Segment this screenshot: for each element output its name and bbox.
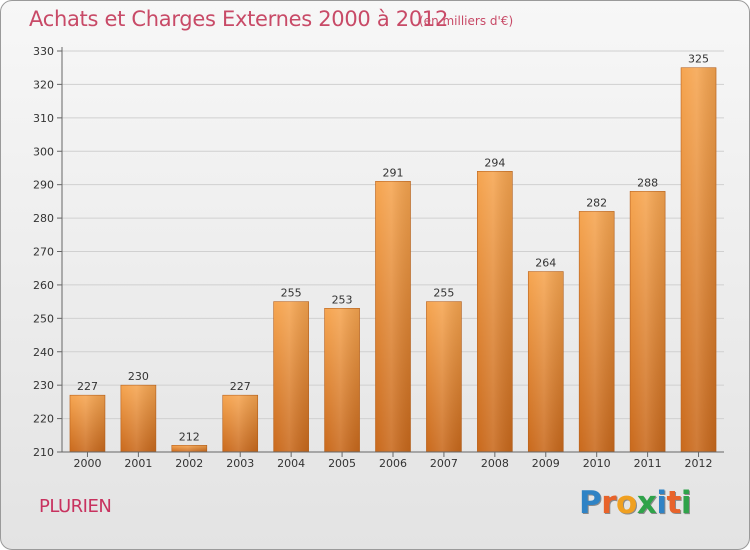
data-label: 325 <box>688 53 709 66</box>
bar-shine <box>375 181 411 452</box>
bars <box>69 67 717 453</box>
bar-shine <box>579 211 615 452</box>
data-label: 255 <box>433 287 454 300</box>
y-tick-label: 310 <box>33 112 54 125</box>
x-tick-label: 2010 <box>583 457 611 470</box>
y-tick-label: 240 <box>33 346 54 359</box>
x-tick-label: 2003 <box>226 457 254 470</box>
data-label: 255 <box>281 287 302 300</box>
y-tick-label: 210 <box>33 446 54 459</box>
x-tick-label: 2001 <box>124 457 152 470</box>
y-tick-label: 220 <box>33 413 54 426</box>
logo-letter: x <box>636 485 657 521</box>
proxiti-logo: Proxiti <box>579 485 691 521</box>
x-tick-label: 2007 <box>430 457 458 470</box>
y-tick-label: 330 <box>33 45 54 58</box>
x-tick-label: 2004 <box>277 457 305 470</box>
y-tick-label: 270 <box>33 246 54 259</box>
y-tick-label: 260 <box>33 279 54 292</box>
bar-shine <box>528 271 564 452</box>
data-label: 227 <box>230 380 251 393</box>
x-tick-label: 2012 <box>685 457 713 470</box>
logo-letter: P <box>579 485 602 521</box>
bar-shine <box>681 67 717 452</box>
x-tick-label: 2008 <box>481 457 509 470</box>
y-tick-label: 300 <box>33 145 54 158</box>
data-label: 264 <box>535 257 556 270</box>
bar-shine <box>120 385 156 452</box>
bar-shine <box>69 395 105 452</box>
bar-shine <box>171 445 207 452</box>
bar-shine <box>324 308 360 452</box>
logo-letter: i <box>680 485 692 521</box>
y-tick-label: 290 <box>33 179 54 192</box>
x-tick-label: 2002 <box>175 457 203 470</box>
data-label: 288 <box>637 176 658 189</box>
logo-letter: i <box>656 485 667 521</box>
y-tick-label: 230 <box>33 379 54 392</box>
logo-letter: t <box>666 485 681 521</box>
bar-shine <box>222 395 258 452</box>
chart-title: Achats et Charges Externes 2000 à 2012 <box>29 7 449 31</box>
y-tick-label: 280 <box>33 212 54 225</box>
data-labels: 227 230 212 227 255 253 291 255 294 264 282 288 325 <box>77 53 709 444</box>
axes: 210 220 230 240 250 260 270 280 290 300 310 320 330 2… <box>33 45 724 470</box>
data-label: 212 <box>179 430 200 443</box>
y-tick-label: 320 <box>33 78 54 91</box>
y-tick-label: 250 <box>33 312 54 325</box>
data-label: 294 <box>484 156 505 169</box>
bar-shine <box>477 171 513 453</box>
data-label: 227 <box>77 380 98 393</box>
bar-shine <box>426 301 462 452</box>
logo-letter: o <box>616 485 637 521</box>
x-tick-label: 2005 <box>328 457 356 470</box>
x-tick-label: 2006 <box>379 457 407 470</box>
bar-shine <box>630 191 666 452</box>
data-label: 230 <box>128 370 149 383</box>
x-tick-label: 2011 <box>634 457 662 470</box>
x-tick-label: 2000 <box>73 457 101 470</box>
logo-letter: r <box>601 485 617 521</box>
chart-unit: (en milliers d'€) <box>419 14 514 28</box>
bar-shine <box>273 301 309 452</box>
data-label: 253 <box>332 293 353 306</box>
x-tick-label: 2009 <box>532 457 560 470</box>
data-label: 282 <box>586 196 607 209</box>
data-label: 291 <box>383 166 404 179</box>
commune-name: PLURIEN <box>39 496 112 517</box>
